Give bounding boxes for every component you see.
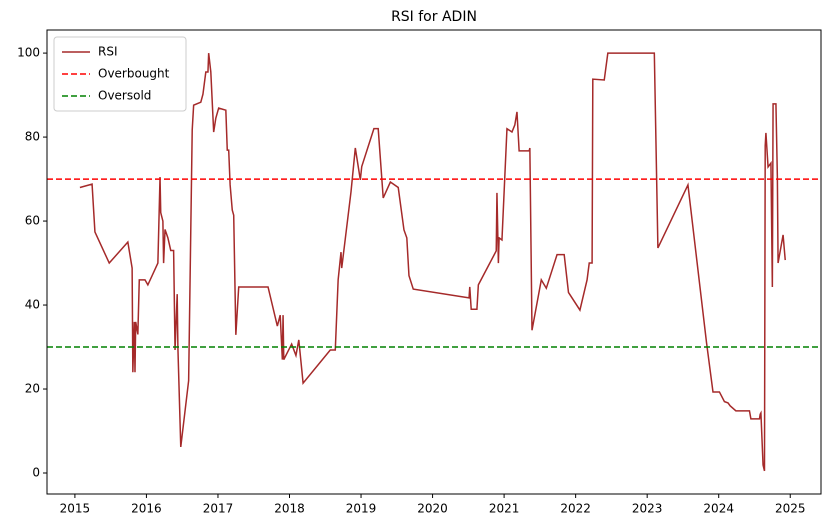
x-tick-label: 2019	[346, 502, 377, 516]
x-tick-label: 2024	[703, 502, 734, 516]
legend-label: Oversold	[98, 89, 151, 103]
plot-frame	[46, 29, 822, 495]
x-tick-label: 2021	[489, 502, 520, 516]
x-tick-label: 2018	[274, 502, 305, 516]
legend-label: Overbought	[98, 67, 170, 81]
legend-box	[53, 36, 187, 112]
x-tick-label: 2020	[417, 502, 448, 516]
chart-title: RSI for ADIN	[391, 9, 477, 25]
legend-label: RSI	[98, 45, 118, 59]
x-tick-label: 2015	[60, 502, 91, 516]
y-tick-label: 80	[25, 130, 40, 144]
x-tick-label: 2017	[203, 502, 234, 516]
y-tick-label: 60	[25, 214, 40, 228]
rsi-line	[79, 52, 786, 472]
x-tick-label: 2023	[632, 502, 663, 516]
y-tick-label: 0	[32, 466, 40, 480]
y-tick-label: 100	[17, 46, 40, 60]
x-tick-label: 2025	[775, 502, 806, 516]
y-tick-label: 40	[25, 298, 40, 312]
x-tick-label: 2022	[560, 502, 591, 516]
y-tick-label: 20	[25, 382, 40, 396]
x-tick-label: 2016	[131, 502, 162, 516]
